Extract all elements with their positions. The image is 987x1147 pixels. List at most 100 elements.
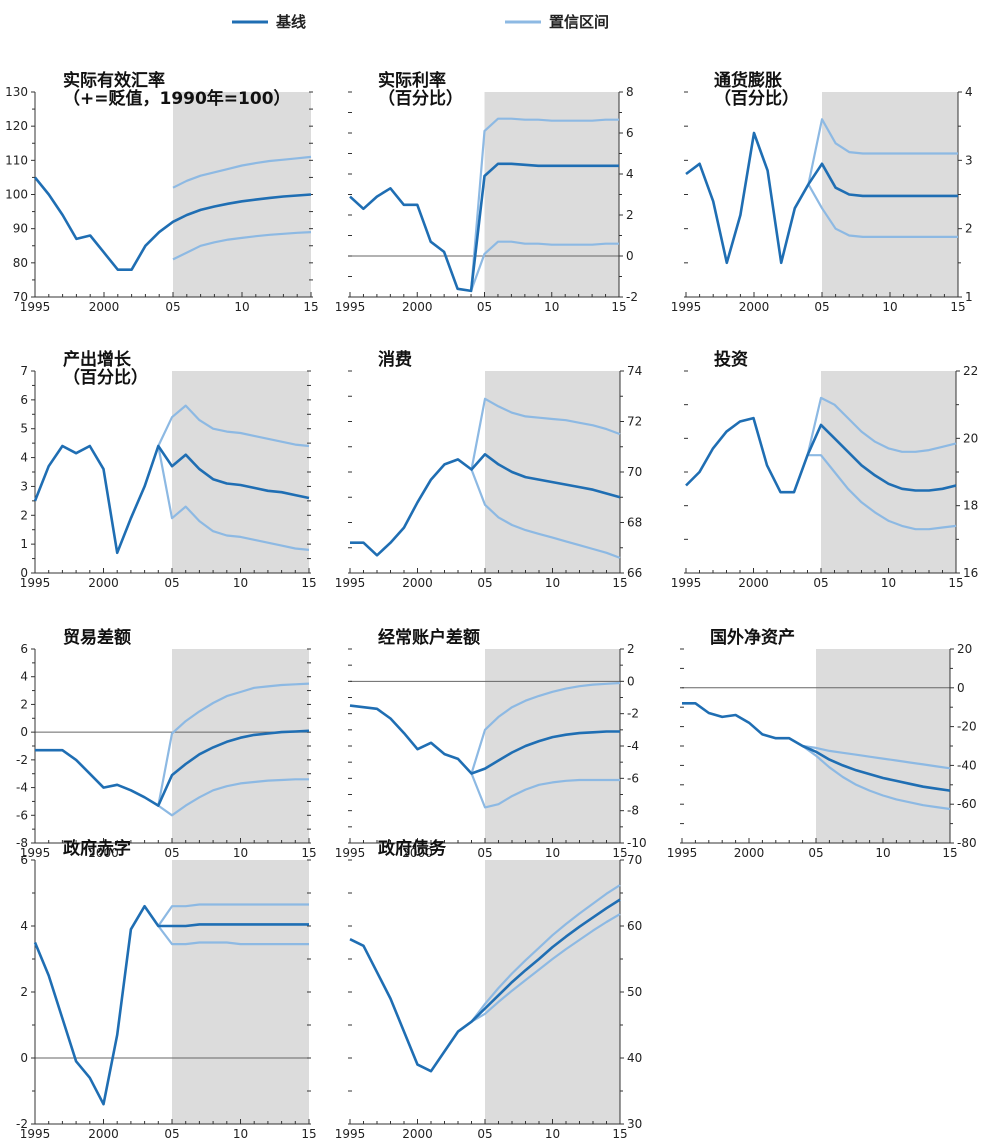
x-tick-label: 2000: [88, 576, 119, 590]
y-tick-label: -2: [16, 1117, 28, 1131]
chart-title: 国外净资产: [710, 627, 795, 648]
y-tick-label: 0: [20, 725, 28, 739]
y-tick-label: 5: [20, 422, 28, 436]
series-lower-bound: [807, 183, 958, 238]
x-tick-label: 2000: [88, 846, 119, 860]
series-baseline: [33, 176, 312, 271]
chart-title: 通货膨胀: [714, 70, 782, 91]
chart-panel-7: -8 -6 -4 -2 0 2 4 6 1995 2000 05 10 15 贸易差额: [16, 627, 317, 860]
series-upper-bound: [157, 903, 309, 927]
x-tick-label: 2000: [88, 1127, 119, 1141]
chart-panel-9: -80 -60 -40 -20 0 20 1995 2000 05 10 15 国外净资产: [667, 627, 977, 860]
y-tick-label: 60: [627, 919, 642, 933]
x-tick-label: 15: [301, 576, 316, 590]
forecast-shade: [172, 649, 309, 843]
y-tick-label: 70: [13, 290, 28, 304]
x-tick-label: 1995: [335, 576, 366, 590]
series-upper-bound: [470, 681, 621, 774]
y-tick-label: 1: [965, 290, 973, 304]
chart-title: 投资: [714, 349, 748, 370]
y-tick-label: 6: [626, 126, 634, 140]
y-tick-label: 80: [13, 256, 28, 270]
y-tick-label: 3: [20, 479, 28, 493]
series-baseline: [349, 898, 621, 1073]
series-baseline: [35, 729, 310, 807]
series-lower-bound: [470, 913, 621, 1023]
series-upper-bound: [157, 404, 310, 448]
y-tick-label: -4: [627, 739, 639, 753]
series-upper-bound: [802, 744, 951, 770]
series-baseline: [685, 131, 958, 265]
x-tick-label: 15: [612, 846, 627, 860]
x-tick-label: 10: [545, 846, 560, 860]
chart-title: （百分比）: [378, 88, 463, 109]
series-baseline: [33, 444, 310, 555]
y-tick-label: 72: [627, 415, 642, 429]
forecast-shade: [485, 371, 620, 573]
series-lower-bound: [470, 469, 621, 559]
x-tick-label: 10: [545, 576, 560, 590]
chart-panel-11: 30 40 50 60 70 1995 2000 05 10 15 政府债务: [335, 838, 643, 1141]
series-upper-bound: [806, 396, 957, 456]
chart-title: 实际有效汇率: [63, 70, 165, 91]
y-tick-label: 6: [20, 642, 28, 656]
y-tick-label: 2: [965, 222, 973, 236]
x-tick-label: 2000: [734, 846, 765, 860]
y-tick-label: -2: [627, 707, 639, 721]
x-tick-label: 2000: [402, 300, 433, 314]
y-tick-label: -40: [957, 758, 977, 772]
y-tick-label: 4: [965, 85, 973, 99]
y-tick-label: -60: [957, 797, 977, 811]
series-lower-bound: [157, 778, 309, 817]
chart-title: 消费: [378, 349, 412, 370]
series-baseline: [349, 704, 620, 775]
forecast-shade: [484, 92, 619, 297]
y-tick-label: -6: [627, 771, 639, 785]
chart-title: （+=贬值，1990年=100）: [63, 88, 291, 109]
x-tick-label: 10: [545, 1127, 560, 1141]
x-tick-label: 10: [234, 300, 249, 314]
x-tick-label: 05: [164, 846, 179, 860]
y-tick-label: 1: [20, 537, 28, 551]
y-tick-label: -8: [16, 836, 28, 850]
y-tick-label: 66: [627, 566, 642, 580]
y-tick-label: 4: [20, 670, 28, 684]
x-tick-label: 2000: [738, 576, 769, 590]
x-tick-label: 05: [477, 1127, 492, 1141]
series-baseline: [350, 453, 621, 557]
x-tick-label: 15: [301, 1127, 316, 1141]
x-tick-label: 2000: [89, 300, 120, 314]
y-tick-label: 30: [627, 1117, 642, 1131]
x-tick-label: 15: [950, 300, 965, 314]
x-tick-label: 05: [808, 846, 823, 860]
series-upper-bound: [470, 397, 621, 470]
chart-panel-4: 0 1 2 3 4 5 6 7 1995 2000 05 10 15 产出增长（百分比）: [20, 349, 317, 590]
y-tick-label: 2: [627, 642, 635, 656]
legend-interval-label: 置信区间: [549, 13, 609, 31]
y-tick-label: 3: [965, 153, 973, 167]
y-tick-label: 74: [627, 364, 642, 378]
y-tick-label: 0: [20, 566, 28, 580]
y-tick-label: 7: [20, 364, 28, 378]
y-tick-label: 4: [20, 451, 28, 465]
y-tick-label: -4: [16, 781, 28, 795]
x-tick-label: 1995: [335, 300, 366, 314]
x-tick-label: 10: [233, 576, 248, 590]
series-lower-bound: [172, 231, 312, 261]
x-tick-label: 05: [814, 300, 829, 314]
x-tick-label: 05: [477, 846, 492, 860]
chart-title: 产出增长: [63, 349, 132, 370]
y-tick-label: 120: [5, 119, 28, 133]
y-tick-label: 18: [963, 499, 978, 513]
series-baseline: [682, 702, 951, 792]
y-tick-label: 68: [627, 516, 642, 530]
y-tick-label: 2: [20, 697, 28, 711]
series-upper-bound: [172, 155, 312, 189]
forecast-shade: [173, 92, 311, 297]
forecast-shade: [172, 371, 309, 573]
x-tick-label: 05: [164, 1127, 179, 1141]
series-lower-bound: [157, 925, 309, 946]
y-tick-label: 2: [626, 208, 634, 222]
